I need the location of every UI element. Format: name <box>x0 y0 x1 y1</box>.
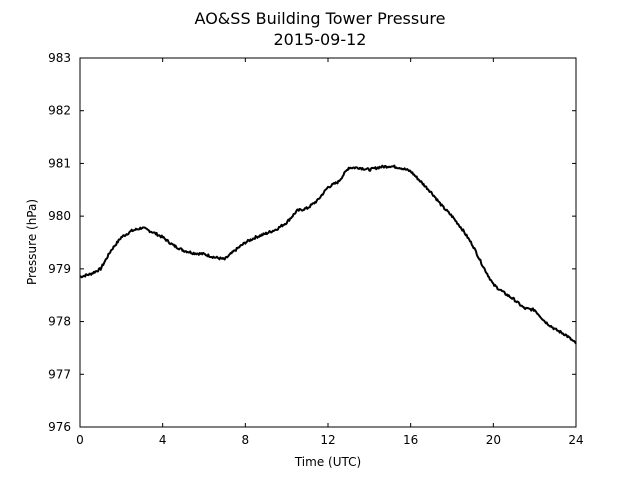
y-tick-label: 981 <box>48 156 71 170</box>
y-tick-label: 980 <box>48 209 71 223</box>
y-tick-label: 978 <box>48 315 71 329</box>
y-tick-label: 977 <box>48 367 71 381</box>
x-axis-label: Time (UTC) <box>294 455 361 469</box>
y-tick-label: 983 <box>48 51 71 65</box>
y-axis-ticks: 976 977 978 979 980 981 982 983 <box>48 51 576 434</box>
x-axis-ticks: 0 4 8 12 16 20 24 <box>76 58 584 447</box>
y-tick-label: 982 <box>48 104 71 118</box>
x-tick-label: 20 <box>486 433 501 447</box>
pressure-line <box>79 164 577 345</box>
x-tick-label: 0 <box>76 433 84 447</box>
chart-subtitle: 2015-09-12 <box>274 30 367 49</box>
x-tick-label: 16 <box>403 433 418 447</box>
plot-frame <box>79 57 577 428</box>
chart-title: AO&SS Building Tower Pressure <box>195 9 446 28</box>
y-axis-label: Pressure (hPa) <box>25 199 39 285</box>
x-tick-label: 8 <box>242 433 250 447</box>
y-tick-label: 979 <box>48 262 71 276</box>
y-tick-label: 976 <box>48 420 71 434</box>
x-tick-label: 12 <box>320 433 335 447</box>
x-tick-label: 4 <box>159 433 167 447</box>
x-tick-label: 24 <box>568 433 583 447</box>
